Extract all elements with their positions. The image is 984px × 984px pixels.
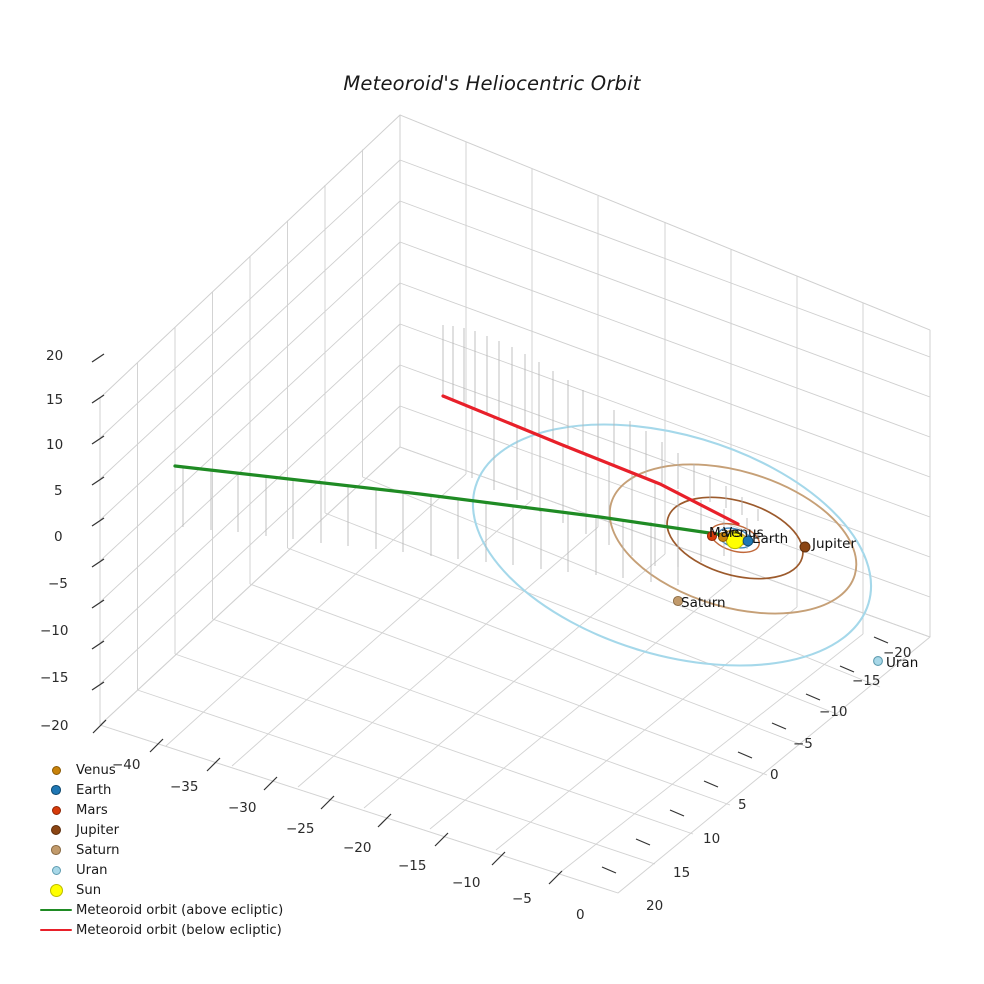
grid-floor bbox=[99, 446, 931, 894]
x-axis-tick-0: −40 bbox=[112, 757, 141, 773]
legend-label: Venus bbox=[76, 762, 116, 778]
z-axis-tick-1: 15 bbox=[46, 392, 64, 408]
legend-item-saturn[interactable]: Saturn bbox=[36, 840, 298, 860]
legend-swatch-dot bbox=[36, 765, 76, 775]
x-axis-tick-7: −5 bbox=[512, 891, 532, 907]
legend-label: Mars bbox=[76, 802, 108, 818]
legend-item-sun[interactable]: Sun bbox=[36, 880, 298, 900]
tick-marks-y bbox=[601, 636, 889, 874]
y-axis-tick-0: −20 bbox=[883, 645, 912, 661]
body-label-earth: Earth bbox=[752, 531, 789, 547]
legend-swatch-dot bbox=[36, 785, 76, 795]
x-axis-tick-4: −20 bbox=[343, 840, 372, 856]
legend-swatch-dot bbox=[36, 845, 76, 855]
legend-label: Sun bbox=[76, 882, 102, 898]
chart-title: Meteoroid's Heliocentric Orbit bbox=[343, 72, 641, 95]
legend-label: Uran bbox=[76, 862, 108, 878]
y-axis-tick-6: 10 bbox=[703, 831, 721, 847]
legend-swatch-dot bbox=[36, 805, 76, 815]
marker-jupiter[interactable] bbox=[799, 541, 811, 553]
marker-uran[interactable] bbox=[873, 656, 883, 666]
legend-swatch-dot bbox=[36, 825, 76, 835]
legend-item-earth[interactable]: Earth bbox=[36, 780, 298, 800]
z-axis-tick-8: −20 bbox=[40, 718, 69, 734]
body-label-saturn: Saturn bbox=[681, 595, 726, 611]
legend-marker-icon bbox=[51, 805, 61, 815]
y-axis-tick-3: −5 bbox=[793, 736, 813, 752]
legend-swatch-dot bbox=[36, 865, 76, 875]
legend-line-icon bbox=[40, 928, 72, 932]
orbit-uranus bbox=[471, 423, 873, 667]
x-axis-tick-8: 0 bbox=[576, 907, 585, 923]
legend-marker-icon bbox=[51, 785, 61, 795]
legend-marker-icon bbox=[51, 865, 61, 875]
legend-item-mars[interactable]: Mars bbox=[36, 800, 298, 820]
meteoroid-track-above-ecliptic bbox=[173, 464, 732, 538]
legend-swatch-line bbox=[36, 908, 76, 912]
legend-label: Meteoroid orbit (above ecliptic) bbox=[76, 902, 284, 918]
body-markers bbox=[672, 530, 883, 666]
legend-swatch-dot bbox=[36, 883, 76, 897]
x-axis-tick-3: −25 bbox=[286, 821, 315, 837]
legend-marker-icon bbox=[51, 845, 61, 855]
marker-saturn[interactable] bbox=[672, 595, 684, 607]
body-label-jupiter: Jupiter bbox=[812, 536, 857, 552]
y-axis-tick-1: −15 bbox=[852, 673, 881, 689]
z-axis-tick-4: 0 bbox=[54, 529, 63, 545]
x-axis-tick-5: −15 bbox=[398, 858, 427, 874]
orbit-jupiter bbox=[666, 496, 804, 580]
legend-item-venus[interactable]: Venus bbox=[36, 760, 298, 780]
tick-marks-z bbox=[91, 353, 105, 691]
x-axis-tick-2: −30 bbox=[228, 800, 257, 816]
legend-swatch-line bbox=[36, 928, 76, 932]
x-axis-tick-1: −35 bbox=[170, 779, 199, 795]
z-axis-tick-5: −5 bbox=[48, 576, 68, 592]
legend-label: Jupiter bbox=[76, 822, 119, 838]
legend-label: Saturn bbox=[76, 842, 120, 858]
marker-mars[interactable] bbox=[706, 530, 718, 542]
grid-left-wall bbox=[99, 114, 401, 726]
legend: Venus Earth Mars Jupiter Saturn Uran Sun Meteor… bbox=[36, 760, 298, 940]
x-axis-tick-6: −10 bbox=[452, 875, 481, 891]
y-axis-tick-4: 0 bbox=[770, 767, 779, 783]
z-axis-tick-0: 20 bbox=[46, 348, 64, 364]
marker-venus[interactable] bbox=[717, 531, 729, 543]
orbit-saturn bbox=[608, 463, 858, 615]
legend-marker-icon bbox=[49, 883, 63, 897]
body-label-venus: Venus bbox=[723, 525, 764, 541]
legend-item-uran[interactable]: Uran bbox=[36, 860, 298, 880]
y-axis-tick-5: 5 bbox=[738, 797, 747, 813]
legend-label: Meteoroid orbit (below ecliptic) bbox=[76, 922, 282, 938]
y-axis-tick-8: 20 bbox=[646, 898, 664, 914]
legend-line-icon bbox=[40, 908, 72, 912]
z-axis-tick-3: 5 bbox=[54, 483, 63, 499]
legend-marker-icon bbox=[51, 825, 61, 835]
z-axis-tick-7: −15 bbox=[40, 670, 69, 686]
marker-earth[interactable] bbox=[742, 535, 754, 547]
legend-marker-icon bbox=[51, 765, 61, 775]
body-label-uran: Uran bbox=[886, 655, 919, 671]
meteoroid-track-below-ecliptic bbox=[441, 394, 740, 526]
y-axis-tick-7: 15 bbox=[673, 865, 691, 881]
legend-item-meteoroid-orbit-below-ecliptic[interactable]: Meteoroid orbit (below ecliptic) bbox=[36, 920, 298, 940]
tick-marks-x bbox=[92, 719, 563, 885]
y-axis-tick-2: −10 bbox=[819, 704, 848, 720]
z-axis-tick-6: −10 bbox=[40, 623, 69, 639]
legend-label: Earth bbox=[76, 782, 112, 798]
body-label-mars: Mars bbox=[709, 525, 742, 541]
legend-item-jupiter[interactable]: Jupiter bbox=[36, 820, 298, 840]
z-axis-tick-2: 10 bbox=[46, 437, 64, 453]
legend-item-meteoroid-orbit-above-ecliptic[interactable]: Meteoroid orbit (above ecliptic) bbox=[36, 900, 298, 920]
